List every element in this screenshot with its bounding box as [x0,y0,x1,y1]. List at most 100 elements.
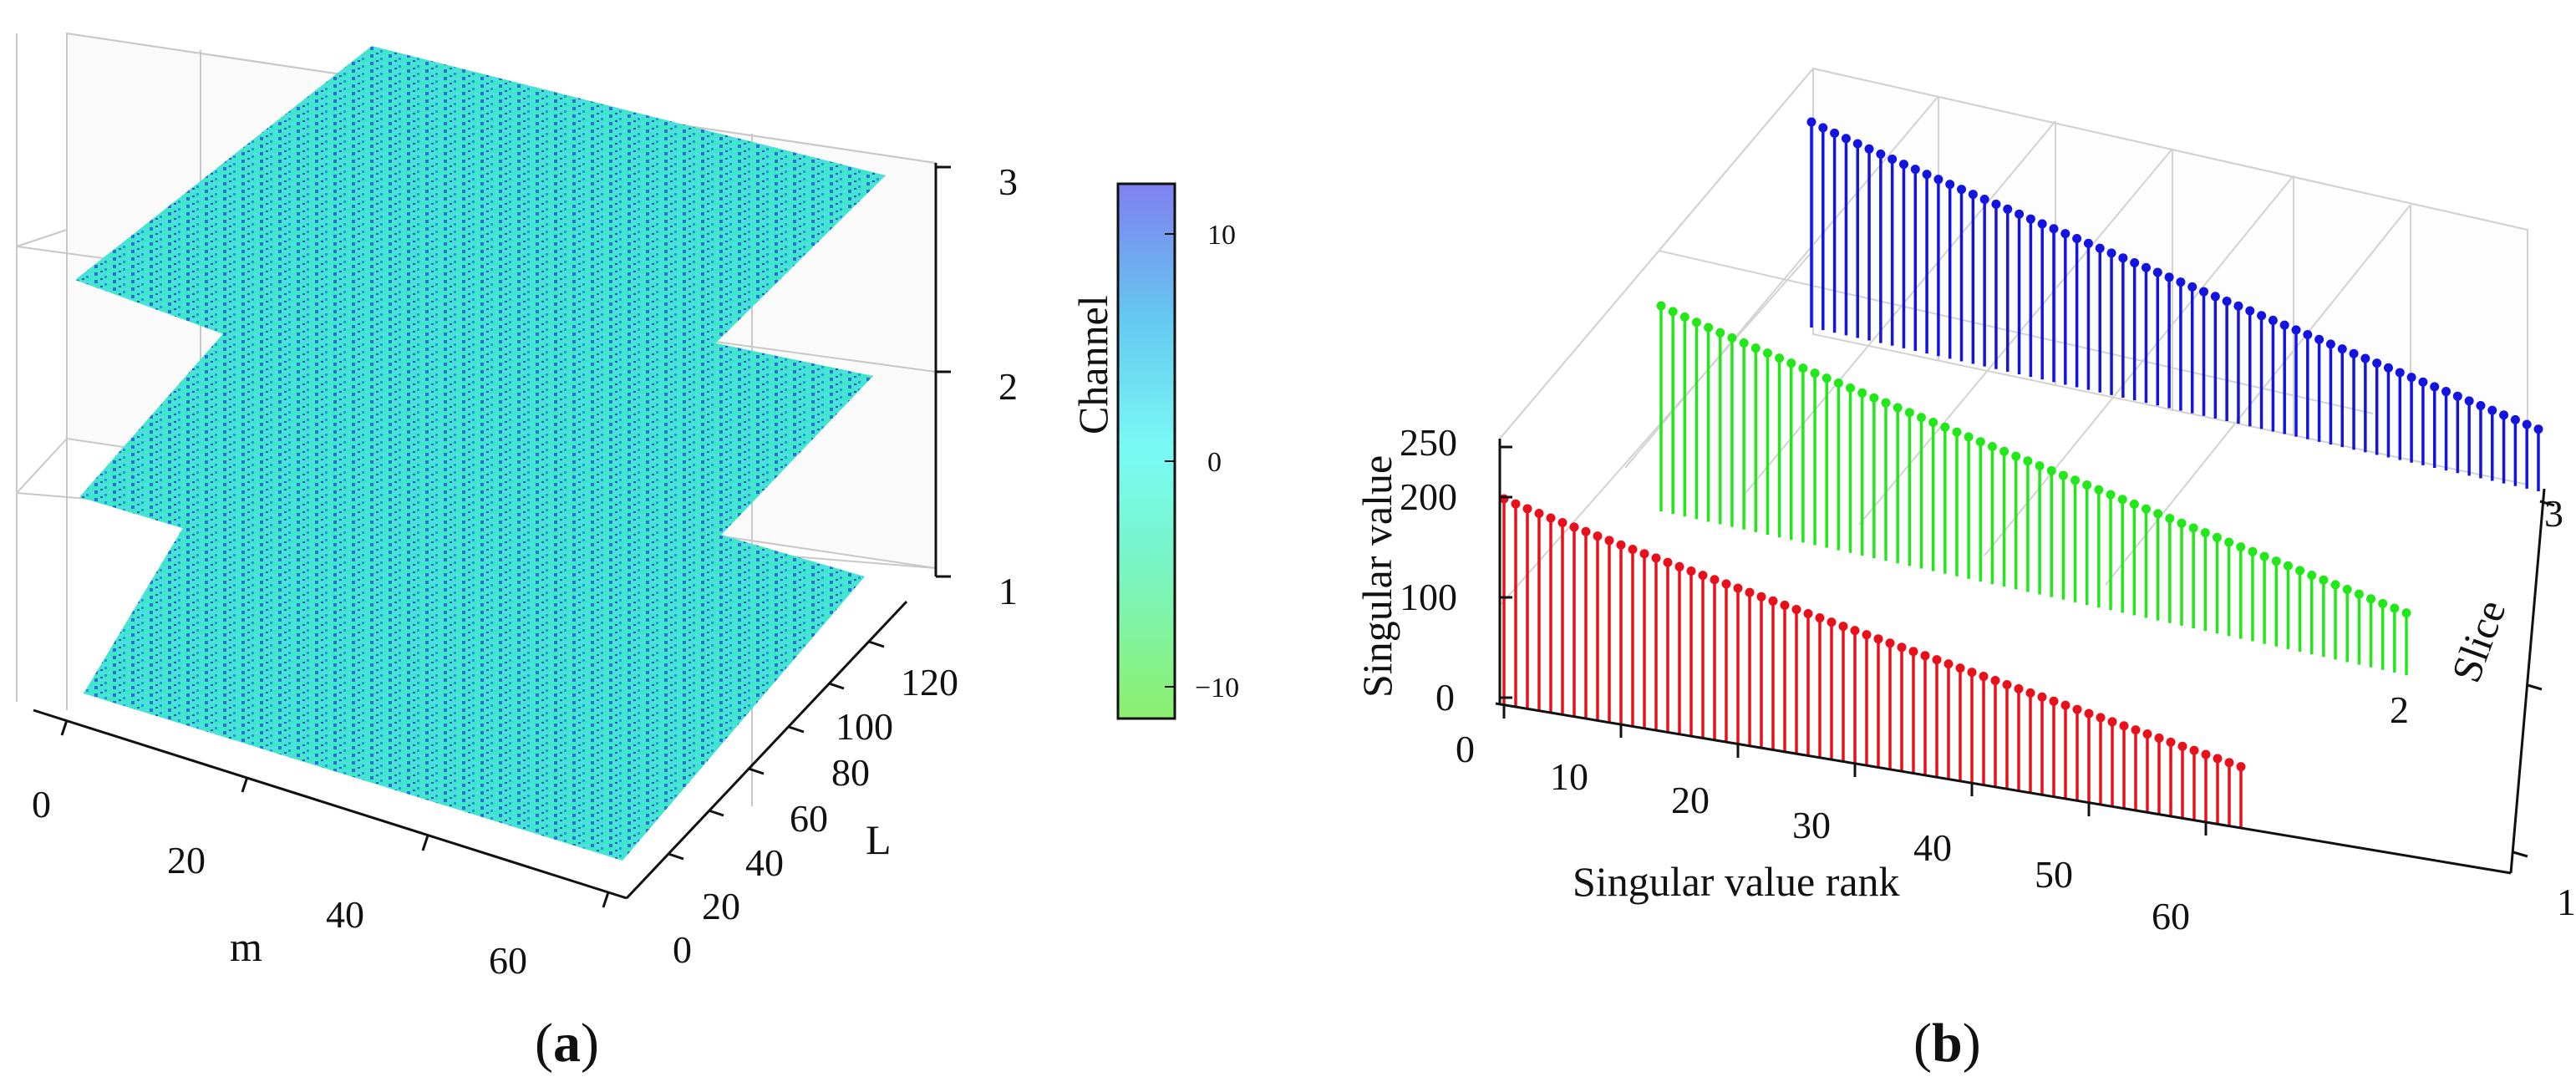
sv-tick-label-250: 250 [1400,421,1457,464]
l-tick-label-100: 100 [836,705,893,748]
stem-marker-slice3-rank62 [2510,414,2520,424]
stem-marker-slice2-rank57 [2319,575,2329,585]
stem-marker-slice2-rank47 [2200,528,2210,538]
stem-marker-slice1-rank42 [1979,672,1989,682]
stem-marker-slice1-rank49 [2060,700,2070,710]
stem-marker-slice3-rank39 [2245,306,2255,316]
stem-marker-slice2-rank36 [2070,475,2081,485]
stem-marker-slice2-rank30 [1999,446,2009,456]
stem-marker-slice3-rank35 [2199,287,2209,297]
stem-marker-slice1-rank46 [2025,688,2035,698]
stem-marker-slice3-rank57 [2452,391,2462,401]
colorbar: 10 0 −10 Channel [1070,182,1239,720]
rank-tick-label-20: 20 [1671,779,1710,821]
stem-marker-slice2-rank62 [2378,598,2388,608]
stem-marker-slice2-rank10 [1762,348,1772,358]
stem-marker-slice3-rank53 [2406,373,2416,383]
stem-marker-slice3-rank19 [2015,209,2025,219]
stem-marker-slice1-rank36 [1908,647,1918,657]
sv-tick-label-0: 0 [1435,676,1455,719]
stem-marker-slice1-rank33 [1873,634,1883,644]
stem-marker-slice1-rank17 [1686,566,1696,576]
stem-marker-slice1-rank10 [1604,536,1614,546]
panel-label-a-close: ) [581,1013,599,1074]
stem-marker-slice1-rank27 [1803,609,1813,619]
stem-marker-slice2-rank9 [1750,343,1761,353]
stem-marker-slice1-rank19 [1710,575,1720,585]
stem-marker-slice1-rank59 [2177,741,2187,751]
stem-marker-slice3-rank1 [1806,117,1816,127]
stem-marker-slice1-rank53 [2107,717,2117,727]
stem-marker-slice3-rank37 [2222,297,2232,307]
stem-marker-slice2-rank12 [1786,358,1796,368]
stem-marker-slice3-rank31 [2152,267,2162,277]
panel-b-stems [1499,117,2543,829]
panel-label-a-open: ( [535,1013,553,1074]
stem-marker-slice1-rank23 [1756,592,1766,602]
stem-marker-slice3-rank3 [1830,128,1840,138]
stem-marker-slice2-rank51 [2248,546,2258,556]
rank-tick-label-10: 10 [1550,755,1588,798]
stem-marker-slice3-rank41 [2268,315,2278,325]
rank-tick-label-50: 50 [2035,853,2073,896]
stem-marker-slice2-rank40 [2117,495,2127,505]
stem-marker-slice3-rank56 [2441,387,2452,397]
stem-marker-slice1-rank6 [1557,518,1567,528]
stem-marker-slice3-rank15 [1968,190,1978,200]
stem-marker-slice3-rank33 [2176,277,2186,287]
stem-marker-slice1-rank41 [1967,668,1977,678]
stem-marker-slice1-rank34 [1885,638,1895,648]
stem-marker-slice1-rank35 [1897,643,1907,653]
l-tick-label-0: 0 [673,928,692,971]
stem-marker-slice3-rank55 [2430,382,2440,392]
stem-marker-slice2-rank37 [2082,480,2092,490]
stem-marker-slice2-rank19 [1869,393,1879,403]
stem-marker-slice3-rank11 [1922,170,1932,180]
stem-marker-slice2-rank22 [1904,408,1914,418]
stem-marker-slice1-rank8 [1581,526,1591,536]
stem-marker-slice3-rank6 [1864,144,1874,154]
stem-marker-slice1-rank37 [1920,651,1930,661]
stem-marker-slice2-rank14 [1810,368,1820,378]
stem-marker-slice2-rank35 [2058,470,2068,480]
panel-label-b-letter: b [1932,1013,1963,1074]
stem-marker-slice3-rank5 [1852,139,1862,149]
stem-marker-slice2-rank16 [1833,378,1843,388]
stem-marker-slice3-rank36 [2210,292,2220,302]
slice-tick-label-2: 2 [2390,688,2409,731]
stem-marker-slice2-rank45 [2177,518,2187,528]
stem-marker-slice1-rank24 [1768,596,1778,606]
stem-marker-slice2-rank28 [1975,437,1985,447]
stem-marker-slice2-rank42 [2142,504,2152,514]
stem-marker-slice1-rank54 [2119,721,2129,731]
panel-label-a: (a) [535,1013,599,1074]
stem-marker-slice1-rank9 [1593,531,1603,541]
panel-label-b: (b) [1913,1013,1981,1074]
stem-marker-slice2-rank55 [2295,566,2305,576]
stem-marker-slice3-rank46 [2325,339,2335,349]
stem-marker-slice2-rank25 [1940,422,1950,432]
panel-a-m-axis [33,709,627,908]
stem-marker-slice1-rank25 [1780,600,1790,610]
stem-marker-slice3-rank10 [1910,165,1920,175]
stem-marker-slice2-rank59 [2342,584,2352,594]
stem-marker-slice3-rank61 [2499,410,2509,420]
panel-b-box-grid [1499,67,2528,698]
stem-marker-slice1-rank60 [2189,745,2199,755]
stem-marker-slice3-rank17 [1991,199,2001,209]
m-axis-label: m [230,923,262,970]
slice-surface-3 [75,46,886,468]
m-tick-label-20: 20 [167,839,206,881]
stem-marker-slice3-rank47 [2337,344,2347,354]
stem-marker-slice3-rank27 [2106,248,2116,258]
m-tick-label-60: 60 [489,939,527,982]
l-tick-label-80: 80 [831,751,870,794]
stem-marker-slice2-rank58 [2330,580,2340,590]
panel-label-b-open: ( [1913,1013,1932,1074]
stem-marker-slice1-rank63 [2224,758,2234,768]
stem-marker-slice1-rank29 [1827,617,1837,627]
stem-marker-slice2-rank2 [1668,307,1678,317]
colorbar-tick-minus10: −10 [1195,673,1239,703]
stem-marker-slice3-rank54 [2418,377,2428,387]
